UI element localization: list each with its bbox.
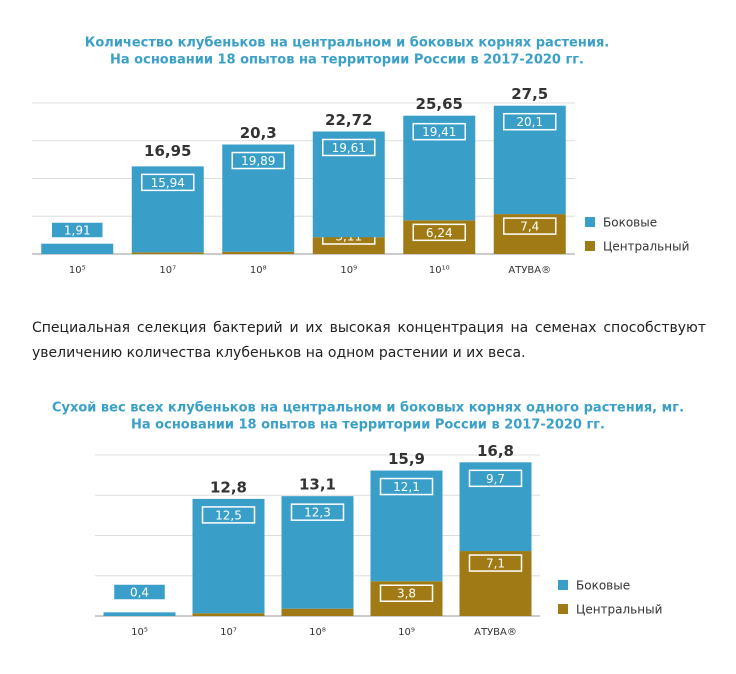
total-label: 15,9 [388,450,425,468]
total-label: 16,8 [477,442,514,460]
value-label-box [141,173,195,192]
bar-segment [192,613,265,616]
value-label: 12,5 [201,506,256,524]
x-tick-label: 10⁸ [250,265,267,276]
chart: Сухой вес всех клубеньков на центральном… [52,401,684,639]
value-label: 3,8 [379,584,434,602]
x-tick-label: 10⁵ [69,265,86,276]
legend-label: Центральный [576,603,662,617]
value-label-box [503,217,557,235]
x-tick-label: 10⁹ [398,627,415,638]
x-tick-label: АТУВА® [474,627,517,638]
bar-segment [131,252,204,254]
value-label-text: 3,8 [397,587,416,601]
legend-swatch [585,241,595,251]
legend-label: Боковые [576,579,630,593]
total-label: 25,65 [416,95,463,113]
x-tick-label: АТУВА® [508,265,551,276]
value-label-box [412,122,466,141]
value-label-text: 1,91 [64,224,91,238]
value-label-box [112,583,167,601]
x-tick-label: 10¹⁰ [429,265,450,276]
x-tick-label: 10⁵ [131,627,148,638]
value-label-box [322,138,376,157]
bar-segment [41,243,114,254]
chart-title: На основании 18 опытов на территории Рос… [131,418,605,433]
value-label-box [290,503,345,521]
bar-segment [103,612,176,616]
value-label: 1,91 [50,221,104,239]
value-label-box [50,221,104,239]
value-label-box [379,584,434,602]
value-label-text: 7,1 [486,557,505,571]
legend-swatch [558,580,568,590]
value-label-text: 19,89 [241,154,275,168]
value-label-text: 12,5 [215,508,242,522]
bar-segment [222,251,295,254]
value-label-box [468,554,523,572]
legend-label: Боковые [603,216,657,230]
x-tick-label: 10⁸ [309,627,326,638]
value-label: 7,4 [503,217,557,235]
legend-swatch [558,604,568,614]
total-label: 27,5 [511,85,548,103]
total-label: 22,72 [325,111,372,129]
value-label-text: 9,7 [486,472,505,486]
value-label: 0,4 [112,583,167,601]
legend-label: Центральный [603,240,689,254]
value-label-text: 0,4 [130,586,149,600]
value-label: 12,1 [379,477,434,496]
x-tick-label: 10⁷ [159,265,176,276]
value-label-text: 7,4 [520,220,539,234]
value-label: 9,7 [468,469,523,488]
paragraph: Специальная селекция бактерий и их высок… [32,320,706,361]
value-label-box [468,469,523,488]
value-label-text: 6,24 [426,226,453,240]
bar-segment [281,608,354,616]
total-label: 13,1 [299,476,336,494]
value-label-text: 12,3 [304,506,331,520]
value-label: 19,61 [322,138,376,157]
value-label-box [503,112,557,131]
value-label: 6,24 [412,223,466,242]
value-label: 20,1 [503,112,557,131]
value-label-text: 19,41 [422,125,456,139]
value-label: 12,3 [290,503,345,521]
value-label-text: 15,94 [151,176,185,190]
chart-title: Сухой вес всех клубеньков на центральном… [52,401,684,416]
total-label: 20,3 [240,124,277,142]
value-label-text: 19,61 [332,141,366,155]
value-label-text: 12,1 [393,480,420,494]
value-label-box [201,506,256,524]
total-label: 12,8 [210,478,247,496]
legend-swatch [585,217,595,227]
value-label: 15,94 [141,173,195,192]
value-label: 7,1 [468,554,523,572]
value-label-text: 20,1 [516,115,543,129]
chart: Количество клубеньков на центральном и б… [32,36,689,276]
value-label-box [231,151,285,170]
total-label: 16,95 [144,142,191,160]
value-label-box [412,223,466,242]
value-label: 19,41 [412,122,466,141]
value-label-box [379,477,434,496]
chart-title: Количество клубеньков на центральном и б… [85,36,610,51]
chart-title: На основании 18 опытов на территории Рос… [110,53,584,68]
value-label: 19,89 [231,151,285,170]
x-tick-label: 10⁹ [340,265,357,276]
x-tick-label: 10⁷ [220,627,237,638]
